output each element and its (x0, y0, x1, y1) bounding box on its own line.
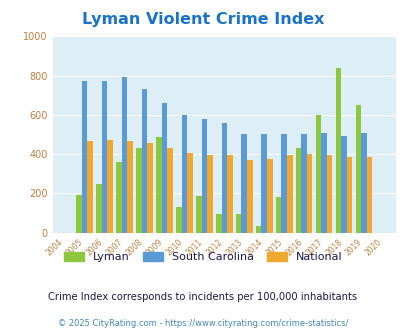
Bar (255, 226, 261, 233)
Text: © 2025 CityRating.com - https://www.cityrating.com/crime-statistics/: © 2025 CityRating.com - https://www.city… (58, 319, 347, 328)
Bar (167, 148, 173, 233)
Bar (181, 115, 187, 233)
Bar (226, 155, 232, 233)
Bar (156, 137, 161, 233)
Bar (147, 143, 153, 233)
Bar (275, 197, 281, 233)
Bar (340, 136, 346, 233)
Bar (306, 154, 312, 233)
Bar (176, 207, 181, 233)
Bar (266, 159, 272, 233)
Bar (102, 82, 107, 233)
Bar (87, 141, 93, 233)
Text: Lyman Violent Crime Index: Lyman Violent Crime Index (81, 12, 324, 26)
Bar (301, 135, 306, 233)
Text: Crime Index corresponds to incidents per 100,000 inhabitants: Crime Index corresponds to incidents per… (48, 292, 357, 302)
Bar (360, 134, 366, 233)
Bar (141, 89, 147, 233)
Bar (281, 135, 286, 233)
Bar (122, 77, 127, 233)
Bar (221, 123, 226, 233)
Bar (96, 183, 102, 233)
Bar (127, 141, 132, 233)
Bar (241, 135, 247, 233)
Bar (346, 157, 352, 233)
Bar (207, 155, 212, 233)
Bar (196, 196, 201, 233)
Bar (315, 115, 320, 233)
Bar (161, 103, 167, 233)
Bar (326, 155, 332, 233)
Bar (320, 134, 326, 233)
Bar (116, 162, 121, 233)
Bar (335, 68, 340, 233)
Bar (136, 148, 141, 233)
Bar (201, 119, 207, 233)
Bar (366, 157, 371, 233)
Bar (355, 105, 360, 233)
Bar (215, 214, 221, 233)
Bar (107, 140, 113, 233)
Bar (76, 195, 82, 233)
Bar (295, 148, 301, 233)
Bar (82, 82, 87, 233)
Bar (187, 153, 192, 233)
Bar (247, 160, 252, 233)
Bar (261, 135, 266, 233)
Bar (286, 155, 292, 233)
Legend: Lyman, South Carolina, National: Lyman, South Carolina, National (59, 248, 346, 267)
Bar (235, 214, 241, 233)
